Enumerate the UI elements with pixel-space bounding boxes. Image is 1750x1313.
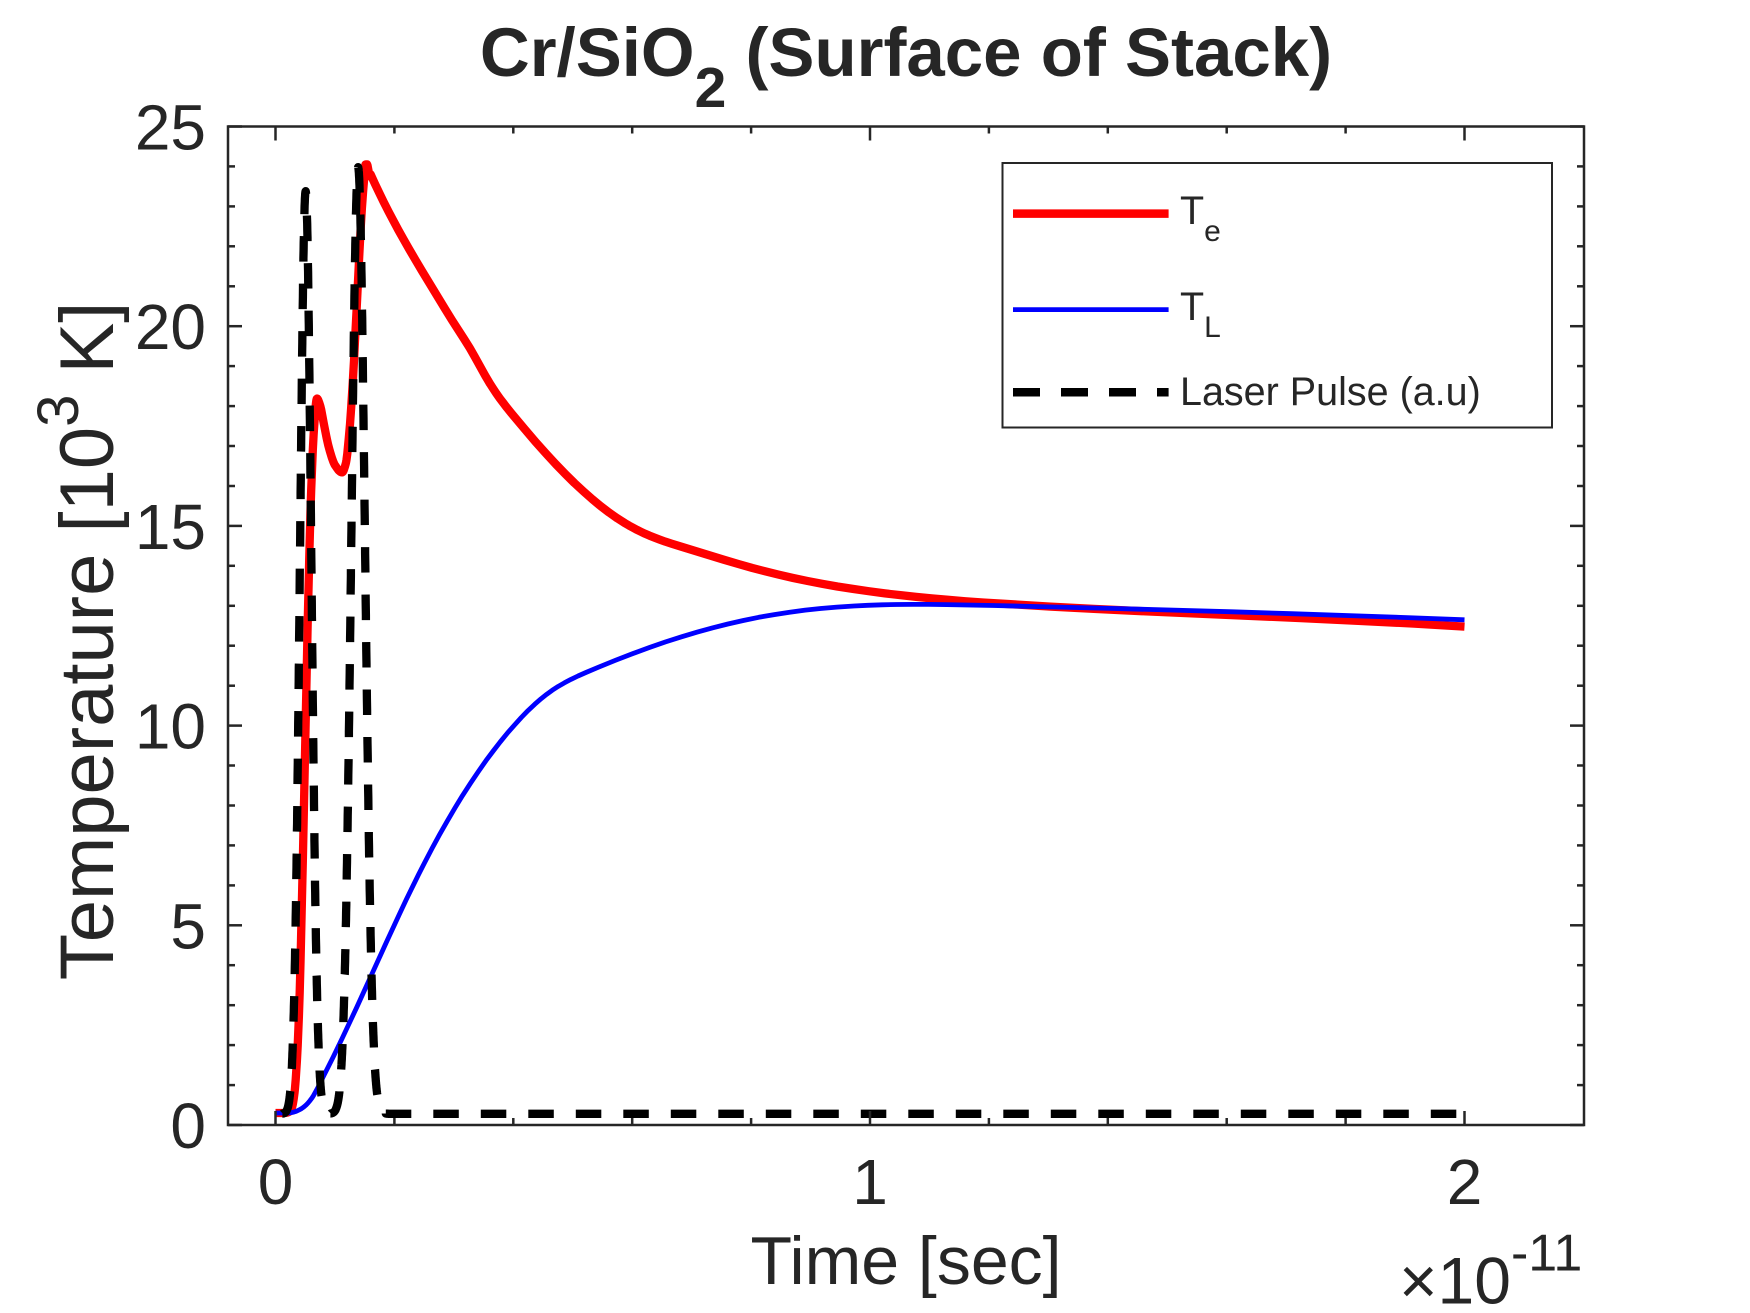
svg-text:Time [sec]: Time [sec] xyxy=(750,1223,1061,1299)
svg-text:0: 0 xyxy=(258,1146,294,1218)
svg-text:5: 5 xyxy=(170,890,206,962)
svg-text:Laser Pulse (a.u): Laser Pulse (a.u) xyxy=(1180,370,1481,414)
svg-text:25: 25 xyxy=(135,92,206,164)
svg-text:15: 15 xyxy=(135,491,206,563)
svg-text:2: 2 xyxy=(1447,1146,1483,1218)
svg-text:1: 1 xyxy=(852,1146,888,1218)
svg-text:10: 10 xyxy=(135,691,206,763)
svg-text:20: 20 xyxy=(135,291,206,363)
svg-text:0: 0 xyxy=(170,1090,206,1162)
